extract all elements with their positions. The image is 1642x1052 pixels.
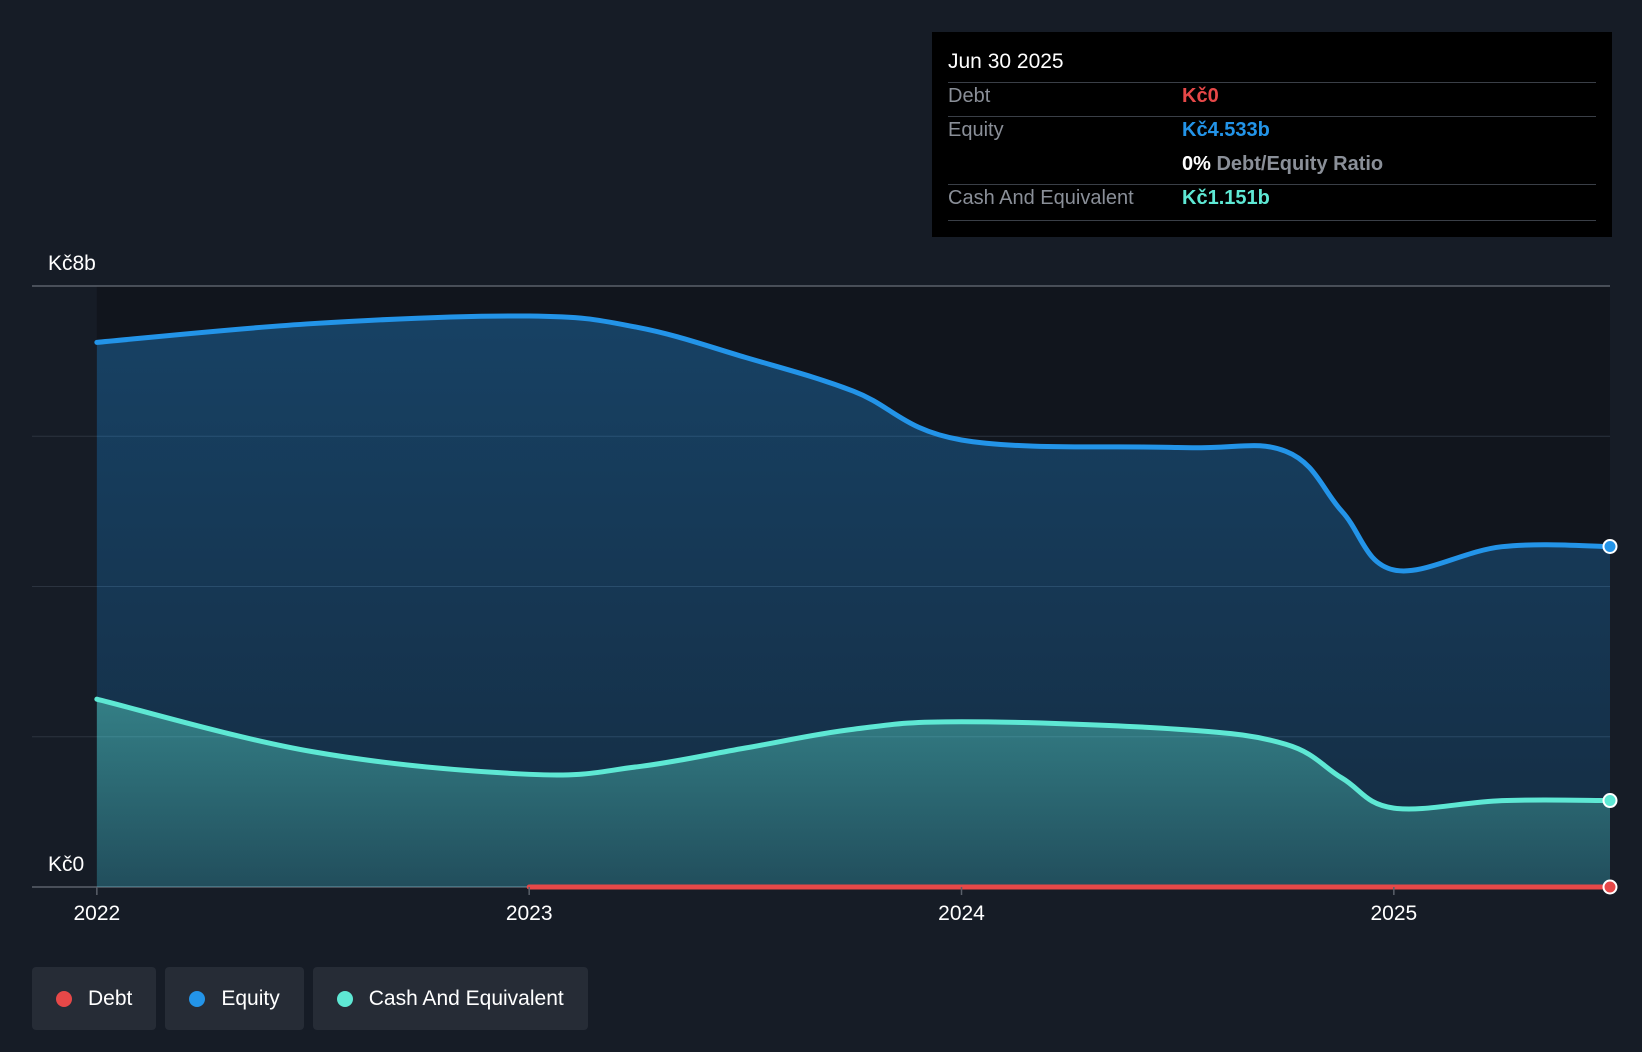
tooltip-cash-value: Kč1.151b [1182,187,1270,209]
legend-label-equity: Equity [221,986,280,1010]
legend-item-cash[interactable]: Cash And Equivalent [312,967,588,1030]
x-tick-label: 2025 [1370,902,1417,925]
legend-item-debt[interactable]: Debt [32,967,157,1030]
tooltip-ratio-label: Debt/Equity Ratio [1216,153,1384,175]
equity-end-marker [1602,538,1618,554]
tooltip-divider [948,184,1596,185]
tooltip-ratio: 0% Debt/Equity Ratio [1182,153,1383,176]
tooltip-panel: Jun 30 2025 Debt Kč0 Equity Kč4.533b 0% … [932,32,1612,237]
series-lines [94,313,1613,890]
tooltip-row-ratio: 0% Debt/Equity Ratio [948,150,1596,180]
cash-end-marker [1602,793,1618,809]
tooltip-row-debt: Debt Kč0 [948,82,1596,112]
cash-dot-icon [336,990,353,1007]
series-end-markers [1602,538,1618,895]
tooltip-debt-value: Kč0 [1182,85,1219,107]
tooltip-date: Jun 30 2025 [948,50,1064,73]
y-tick-label: Kč0 [48,853,84,876]
equity-dot-icon [189,990,206,1007]
debt-end-marker [1602,879,1618,895]
legend-label-debt: Debt [88,986,133,1010]
tooltip-row-equity: Equity Kč4.533b [948,116,1596,146]
tooltip-debt-label: Debt [948,85,991,107]
y-axis-labels: Kč8b Kč0 [48,252,96,876]
x-tick-label: 2023 [506,902,553,925]
cash-area [96,699,1610,887]
tooltip-row-cash: Cash And Equivalent Kč1.151b [948,184,1596,214]
x-tick-label: 2024 [938,902,985,925]
tooltip-cash-label: Cash And Equivalent [948,187,1134,209]
tooltip-divider [948,220,1596,221]
equity-line [94,313,1613,574]
legend-label-cash: Cash And Equivalent [368,986,564,1010]
tooltip-divider [948,116,1596,117]
cash-line [94,696,1613,812]
debt-dot-icon [56,990,72,1007]
x-axis-labels: 2022 2023 2024 2025 [73,887,1417,925]
legend-item-equity[interactable]: Equity [165,967,304,1030]
y-tick-label: Kč8b [48,252,96,275]
tooltip-equity-label: Equity [948,119,1004,141]
series-areas [96,315,1610,888]
x-tick-label: 2022 [73,902,120,925]
tooltip-divider [948,82,1596,83]
tooltip-equity-value: Kč4.533b [1182,119,1270,141]
tooltip-ratio-value: 0% [1182,153,1211,175]
legend: Debt Equity Cash And Equivalent [32,967,588,1030]
